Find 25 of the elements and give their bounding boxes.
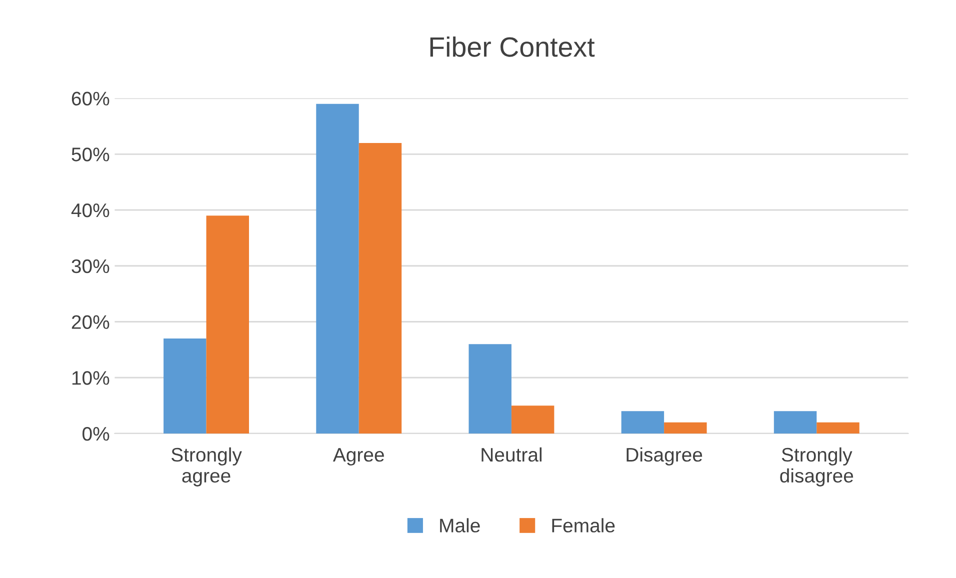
- y-tick-label: 20%: [72, 315, 110, 329]
- bar: [358, 142, 402, 434]
- y-tick-label: 50%: [72, 148, 110, 162]
- x-tick-label: Strongly agree: [171, 447, 242, 486]
- bar: [164, 338, 206, 434]
- bar: [774, 411, 817, 434]
- bar: [664, 422, 707, 434]
- legend-label: Male: [440, 518, 480, 532]
- y-tick-label: 10%: [72, 371, 110, 385]
- x-tick-label: Neutral: [482, 447, 542, 462]
- bar: [316, 104, 359, 434]
- chart-title: Fiber Context: [430, 36, 595, 57]
- y-tick-label: 0%: [82, 426, 110, 441]
- y-tick-label: 40%: [71, 203, 110, 218]
- x-tick-label: Strongly disagree: [780, 447, 854, 486]
- bar: [816, 422, 860, 434]
- y-tick-label: 60%: [72, 92, 110, 106]
- bar: [621, 411, 664, 434]
- x-tick-label: Disagree: [626, 447, 702, 466]
- bar: [511, 406, 554, 434]
- y-tick-label: 30%: [72, 259, 110, 274]
- x-tick-label: Agree: [332, 448, 384, 466]
- bar: [468, 344, 512, 434]
- bar: [206, 216, 249, 434]
- legend-label: Female: [552, 518, 615, 532]
